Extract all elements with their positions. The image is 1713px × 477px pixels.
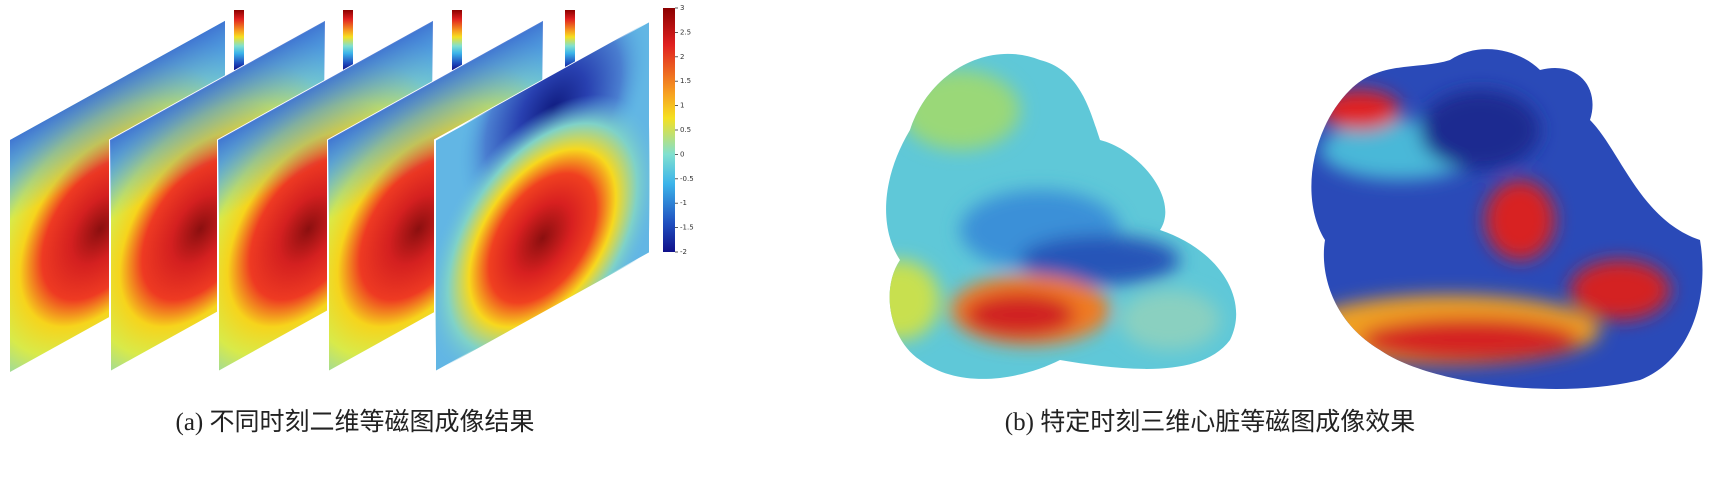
colorbar-tick-label: 1: [680, 102, 684, 110]
heart-surface: [886, 53, 1237, 379]
colorbar-tick-label: -0.5: [680, 175, 694, 183]
colorbar-tick-label: 3: [680, 4, 684, 12]
mini-colorbar: [343, 10, 353, 70]
panel-b: (b) 特定时刻三维心脏等磁图成像效果: [886, 49, 1703, 436]
colorbar-tick-label: 1.5: [680, 77, 691, 85]
colorbar-tick-label: 0: [680, 150, 684, 158]
mini-colorbar: [234, 10, 244, 70]
colorbar: [663, 8, 675, 252]
caption: (b) 特定时刻三维心脏等磁图成像效果: [1005, 408, 1415, 436]
panel-a: (a) 不同时刻二维等磁图成像结果: [10, 8, 675, 436]
colorbar-tick-label: -1.5: [680, 224, 694, 232]
mini-colorbar: [565, 10, 575, 70]
colorbar-tick-label: 0.5: [680, 126, 691, 134]
colorbar-tick-label: -1: [680, 199, 687, 207]
colorbar-tick-label: 2.5: [680, 28, 691, 36]
field-plane: [434, 19, 651, 374]
caption: (a) 不同时刻二维等磁图成像结果: [176, 408, 535, 436]
colorbar-tick-label: 2: [680, 53, 684, 61]
heart-surface: [1311, 49, 1703, 389]
mini-colorbar: [452, 10, 462, 70]
colorbar-tick-label: -2: [680, 248, 687, 256]
